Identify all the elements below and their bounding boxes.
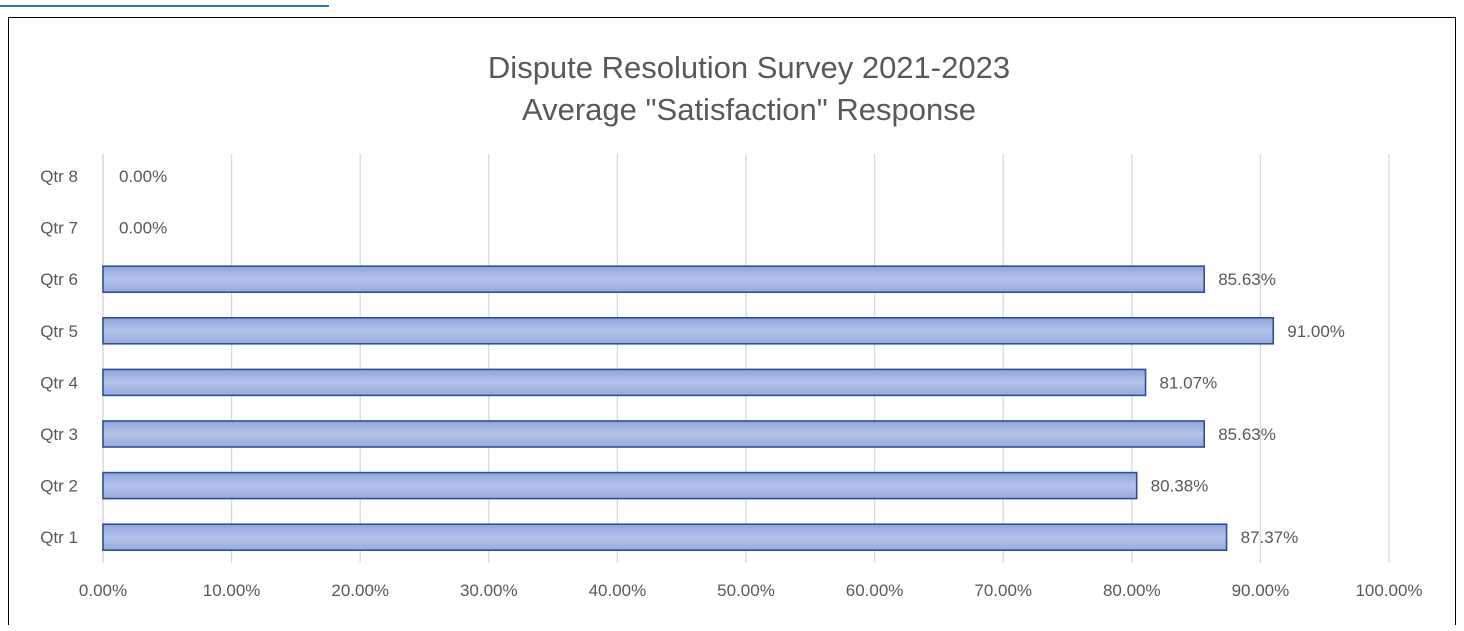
data-label: 0.00% [119,219,167,238]
category-label: Qtr 2 [40,477,78,496]
bar-qtr-3 [102,420,1206,448]
data-labels: 87.37% 80.38% 85.63% 81.07% 91.00% 85.63% 0.00… [119,167,1345,547]
bar-chart: Dispute Resolution Survey 2021-2023 Aver… [40,50,1423,600]
bar-qtr-6 [102,265,1206,293]
category-label: Qtr 8 [40,167,78,186]
x-tick-label: 90.00% [1232,581,1290,600]
bar-qtr-4 [102,368,1147,397]
bars [102,265,1275,552]
x-tick-label: 100.00% [1355,581,1422,600]
bar-qtr-5 [102,316,1275,345]
category-label: Qtr 4 [40,373,78,392]
x-tick-label: 10.00% [203,581,261,600]
data-label: 81.07% [1160,373,1218,392]
data-label: 91.00% [1287,322,1345,341]
data-label: 0.00% [119,167,167,186]
x-tick-label: 70.00% [974,581,1032,600]
top-link-underline[interactable] [0,0,329,7]
category-axis: Qtr 1 Qtr 2 Qtr 3 Qtr 4 Qtr 5 Qtr 6 Qtr 7 Qtr 8 [40,167,78,547]
x-tick-label: 80.00% [1103,581,1161,600]
data-label: 80.38% [1151,477,1209,496]
x-tick-label: 60.00% [846,581,904,600]
category-label: Qtr 5 [40,322,78,341]
category-label: Qtr 7 [40,219,78,238]
value-axis: 0.00% 10.00% 20.00% 30.00% 40.00% 50.00% 60.00… [79,581,1423,600]
bar-qtr-1 [102,523,1228,552]
category-label: Qtr 6 [40,270,78,289]
gridlines [102,154,1390,563]
bar-qtr-2 [102,471,1138,500]
category-label: Qtr 1 [40,528,78,547]
chart-title: Dispute Resolution Survey 2021-2023 [488,50,1010,85]
data-label: 85.63% [1218,425,1276,444]
chart-container: Dispute Resolution Survey 2021-2023 Aver… [8,17,1456,625]
x-tick-label: 50.00% [717,581,775,600]
chart-subtitle: Average "Satisfaction" Response [522,92,976,127]
x-tick-label: 30.00% [460,581,518,600]
x-tick-label: 40.00% [589,581,647,600]
x-tick-label: 0.00% [79,581,127,600]
data-label: 85.63% [1218,270,1276,289]
data-label: 87.37% [1241,528,1299,547]
x-tick-label: 20.00% [331,581,389,600]
category-label: Qtr 3 [40,425,78,444]
